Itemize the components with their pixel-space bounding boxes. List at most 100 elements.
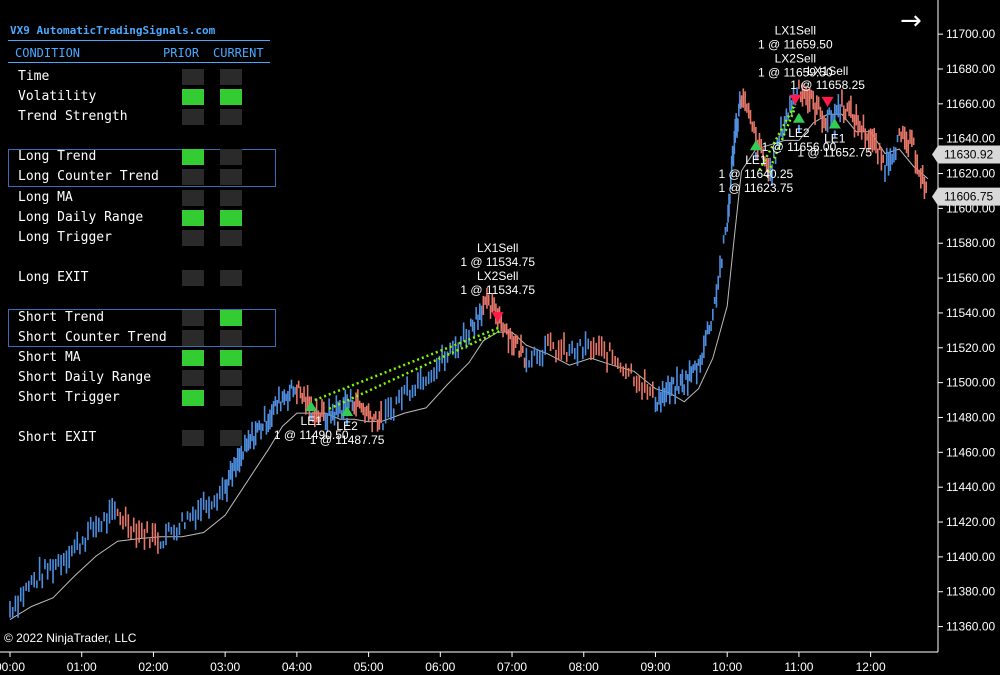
y-tick-label: 11460.00	[946, 445, 995, 459]
col-condition: CONDITION	[15, 46, 81, 60]
y-tick-label: 11640.00	[946, 132, 995, 146]
y-tick-label: 11500.00	[946, 376, 995, 390]
panel-title: VX9 AutomaticTradingSignals.com	[10, 24, 216, 37]
condition-label: Short EXIT	[18, 430, 97, 445]
current-indicator	[220, 390, 242, 406]
annotation-label: LE2	[788, 126, 810, 140]
y-tick-label: 11700.00	[946, 27, 995, 41]
annotation-label: LE1	[824, 131, 846, 145]
prior-indicator	[182, 430, 204, 446]
current-indicator	[220, 310, 242, 326]
trendlines	[314, 103, 797, 410]
annotation-label: LX2Sell	[477, 269, 518, 283]
current-indicator	[220, 230, 242, 246]
x-tick-label: 08:00	[569, 660, 599, 674]
annotation-label: 1 @ 11487.75	[310, 433, 385, 447]
y-tick-label: 11620.00	[946, 167, 995, 181]
annotation-label: 1 @ 11659.50	[758, 38, 833, 52]
current-indicator	[220, 430, 242, 446]
arrow-right-icon[interactable]: →	[900, 6, 922, 36]
prior-indicator	[182, 370, 204, 386]
header-divider-top	[8, 40, 270, 41]
condition-label: Long Trigger	[18, 230, 112, 245]
x-tick-label: 05:00	[354, 660, 384, 674]
y-tick-label: 11420.00	[946, 515, 995, 529]
entry-marker	[828, 118, 841, 129]
price-label: 11606.75	[944, 190, 993, 204]
condition-label: Long Daily Range	[18, 210, 144, 225]
prior-indicator	[182, 310, 204, 326]
current-indicator	[220, 109, 242, 125]
trendline	[314, 325, 502, 402]
prior-indicator	[182, 169, 204, 185]
annotation-label: 1 @ 11490.50	[274, 428, 349, 442]
entry-marker	[305, 401, 318, 412]
prior-indicator	[182, 230, 204, 246]
current-indicator	[220, 190, 242, 206]
x-tick-label: 06:00	[425, 660, 455, 674]
header-divider-bottom	[8, 62, 270, 63]
prior-indicator	[182, 350, 204, 366]
prior-indicator	[182, 390, 204, 406]
x-tick-label: 02:00	[138, 660, 168, 674]
annotation-label: LX1Sell	[775, 24, 816, 38]
y-tick-label: 11480.00	[946, 410, 995, 424]
x-tick-label: 01:00	[67, 660, 97, 674]
y-tick-label: 11660.00	[946, 97, 995, 111]
x-tick-label: 10:00	[712, 660, 742, 674]
y-tick-label: 11580.00	[946, 236, 995, 250]
exit-marker	[821, 96, 834, 107]
prior-indicator	[182, 270, 204, 286]
col-current: CURRENT	[213, 46, 264, 60]
condition-label: Short Trend	[18, 310, 105, 325]
x-tick-label: 11:00	[784, 660, 813, 674]
prior-indicator	[182, 89, 204, 105]
condition-label: Short MA	[18, 350, 81, 365]
prior-indicator	[182, 149, 204, 165]
condition-label: Long Counter Trend	[18, 169, 159, 184]
annotation-label: 1 @ 11534.75	[460, 255, 535, 269]
x-tick-label: 03:00	[210, 660, 240, 674]
entry-marker	[341, 405, 354, 416]
annotation-label: 1 @ 11534.75	[460, 283, 535, 297]
condition-label: Time	[18, 69, 50, 84]
copyright: © 2022 NinjaTrader, LLC	[4, 631, 137, 645]
annotation-label: 1 @ 11640.25	[719, 167, 794, 181]
annotation-label: LX1Sell	[477, 241, 518, 255]
current-indicator	[220, 350, 242, 366]
short-trend-group	[8, 309, 276, 347]
price-series	[9, 79, 929, 621]
y-tick-label: 11360.00	[946, 620, 995, 634]
price-label-box	[932, 145, 1000, 164]
x-tick-label: 09:00	[640, 660, 670, 674]
condition-label: Long MA	[18, 190, 73, 205]
x-tick-label: 07:00	[497, 660, 527, 674]
y-tick-label: 11380.00	[946, 585, 995, 599]
prior-indicator	[182, 69, 204, 85]
price-label-box	[932, 187, 1000, 206]
y-tick-label: 11560.00	[946, 271, 995, 285]
trendline	[328, 329, 502, 410]
current-indicator	[220, 210, 242, 226]
condition-label: Volatility	[18, 89, 97, 104]
current-indicator	[220, 89, 242, 105]
y-tick-label: 11520.00	[946, 341, 995, 355]
annotation-label: 1 @ 11623.75	[719, 181, 794, 195]
x-tick-label: 12:00	[856, 660, 886, 674]
prior-indicator	[182, 330, 204, 346]
exit-marker	[789, 94, 802, 105]
annotation-label: LE1	[745, 153, 767, 167]
current-indicator	[220, 169, 242, 185]
current-indicator	[220, 270, 242, 286]
condition-label: Long EXIT	[18, 270, 89, 285]
current-indicator	[220, 370, 242, 386]
price-label: 11630.92	[944, 148, 993, 162]
col-prior: PRIOR	[163, 46, 200, 60]
annotation-label: LE1	[301, 414, 323, 428]
annotation-label: 1 @ 11659.50	[758, 66, 833, 80]
x-tick-label: 04:00	[282, 660, 312, 674]
current-indicator	[220, 330, 242, 346]
